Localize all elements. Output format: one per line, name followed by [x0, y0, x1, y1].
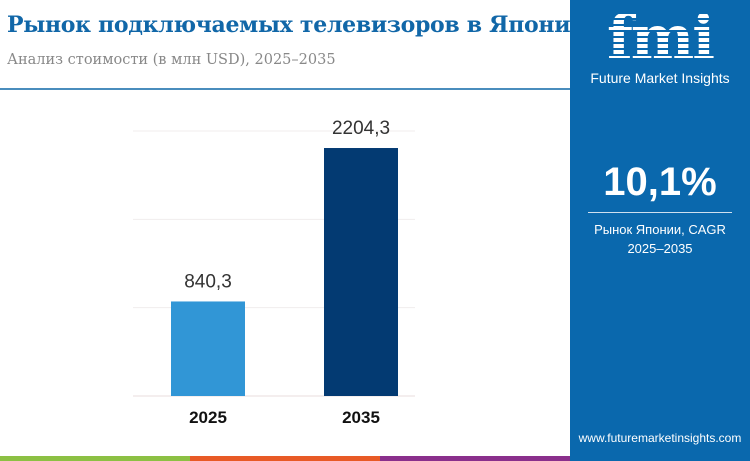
cagr-value: 10,1% — [603, 160, 717, 204]
x-tick-label-2035: 2035 — [342, 408, 380, 427]
website-link[interactable]: www.futuremarketinsights.com — [578, 431, 742, 445]
cagr-divider — [588, 212, 732, 213]
page-title: Рынок подключаемых телевизоров в Японии — [7, 12, 587, 38]
bar-2025 — [171, 301, 245, 396]
cagr-label-market: Рынок Японии, CAGR — [594, 222, 726, 237]
cagr-label: Рынок Японии, CAGR 2025–2035 — [570, 220, 750, 258]
fmi-logo: fmi Future Market Insights — [570, 8, 750, 86]
header-divider — [0, 88, 570, 90]
logo-mark: fmi — [606, 3, 715, 73]
cagr-label-period: 2025–2035 — [627, 241, 693, 256]
bar-chart: 840,3 2025 2204,3 2035 — [133, 118, 415, 427]
page-subtitle: Анализ стоимости (в млн USD), 2025–2035 — [7, 52, 336, 68]
footer-strip-purple — [380, 456, 570, 461]
bar-2035 — [324, 148, 398, 396]
footer-strip-orange — [190, 456, 380, 461]
sidebar-panel: fmi Future Market Insights 10,1% Рынок Я… — [570, 0, 750, 461]
data-label-2025: 840,3 — [184, 271, 232, 292]
brand-name: Future Market Insights — [590, 70, 730, 86]
data-label-2035: 2204,3 — [332, 118, 390, 139]
x-tick-label-2025: 2025 — [189, 408, 227, 427]
footer-strip-green — [0, 456, 190, 461]
